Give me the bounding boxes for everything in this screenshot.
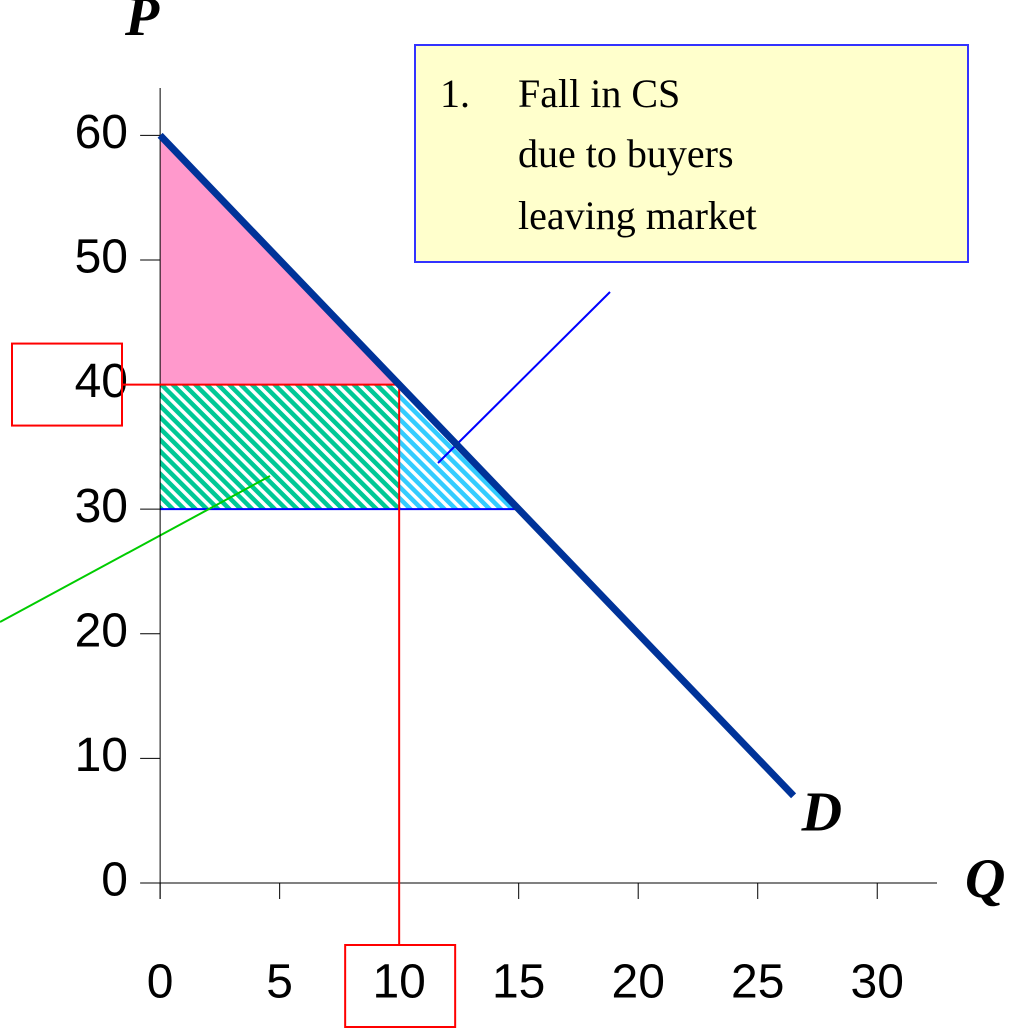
- annotation-box: [414, 44, 969, 263]
- x-tick-label: 30: [851, 956, 904, 1009]
- y-tick-label: 50: [75, 231, 128, 284]
- tax-revenue: [160, 384, 400, 510]
- x-tick-label: 0: [147, 956, 174, 1009]
- x-tick-label: 10: [372, 956, 425, 1009]
- y-tick-label: 10: [75, 729, 128, 782]
- x-tick-label: 20: [612, 956, 665, 1009]
- pointer-line: [0, 475, 271, 623]
- y-axis-label: P: [124, 0, 160, 48]
- legend-label: D: [801, 782, 842, 844]
- x-tick-label: 15: [492, 956, 545, 1009]
- annotation-line: Fall in CS: [518, 71, 680, 116]
- annotation-line: due to buyers: [518, 131, 734, 176]
- annotation-number: 1.: [440, 71, 470, 116]
- annotation-line: leaving market: [518, 193, 757, 238]
- x-axis-label: Q: [965, 848, 1005, 910]
- y-tick-label: 60: [75, 106, 128, 159]
- demand-line: [157, 132, 797, 799]
- y-tick-label: 20: [75, 604, 128, 657]
- y-tick-label: 0: [101, 854, 128, 907]
- y-tick-label: 30: [75, 480, 128, 533]
- x-tick-label: 5: [266, 956, 293, 1009]
- x-tick-label: 25: [731, 956, 784, 1009]
- pointer-line: [437, 291, 611, 464]
- y-tick-label: 40: [75, 355, 128, 408]
